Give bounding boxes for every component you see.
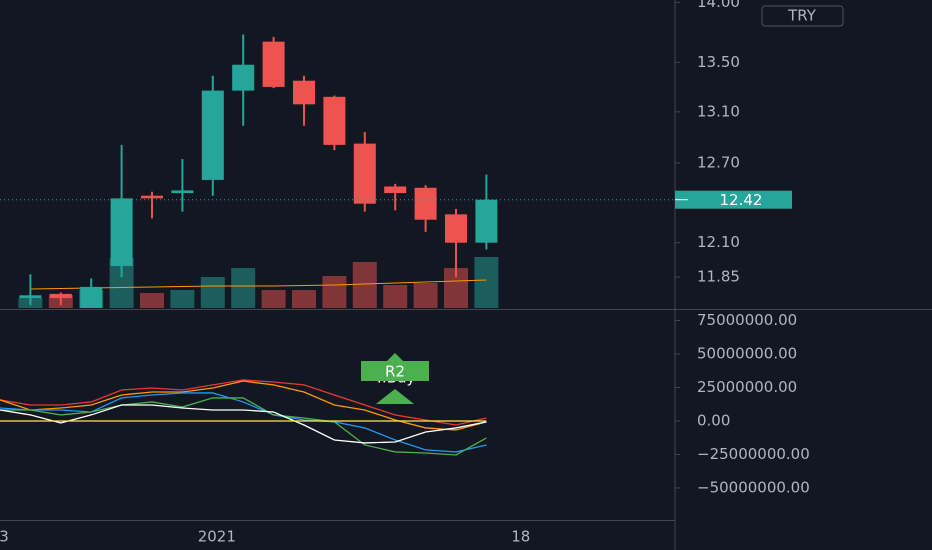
y-tick-label: 12.10 <box>697 233 740 251</box>
candle-body <box>353 143 376 204</box>
volume-bar <box>352 262 377 308</box>
indicator-line <box>0 379 487 426</box>
y-tick-label: −50000000.00 <box>697 478 810 496</box>
candle-body <box>414 187 437 220</box>
current-price-tag <box>675 190 792 209</box>
volume-bar <box>322 276 347 308</box>
candle-body <box>232 64 255 91</box>
currency-box[interactable] <box>761 5 844 27</box>
y-tick-label: 75000000.00 <box>697 311 797 329</box>
indicator-line <box>0 397 487 456</box>
volume-bar <box>413 283 438 308</box>
candle-body <box>475 199 498 243</box>
candle-body <box>19 295 42 299</box>
candle-body <box>293 80 315 105</box>
currency-label[interactable]: TRY <box>787 7 817 25</box>
volume-bar <box>261 290 286 308</box>
volume-ma-line <box>30 279 487 290</box>
candle-body <box>262 41 285 87</box>
candle-body <box>384 186 407 194</box>
volume-bar <box>474 257 499 308</box>
current-price-label: 12.42 <box>720 191 763 209</box>
candle-body <box>80 286 103 308</box>
candle-body <box>141 195 163 199</box>
indicator-pane: T.BuyR2 <box>0 353 487 456</box>
x-tick-label: 18 <box>511 528 530 546</box>
volume-bar <box>383 285 408 308</box>
signal-arrow <box>376 389 414 404</box>
volume-bar <box>292 290 316 308</box>
y-tick-label: 0.00 <box>697 411 730 429</box>
candle-body <box>110 198 133 267</box>
indicator-line <box>0 380 487 431</box>
indicator-line <box>0 404 487 444</box>
signal-label-box <box>361 353 429 381</box>
y-tick-label: 14.00 <box>697 0 740 11</box>
signal-label: R2 <box>385 363 405 381</box>
candle-body <box>445 214 467 243</box>
volume-bar <box>200 277 225 308</box>
volume-bar <box>140 293 164 308</box>
x-tick-label: 2021 <box>198 528 236 546</box>
y-tick-label: 13.50 <box>697 53 740 71</box>
y-tick-label: 11.85 <box>697 268 740 286</box>
y-tick-label: −25000000.00 <box>697 445 810 463</box>
candle-body <box>171 190 194 194</box>
indicator-line <box>0 392 487 453</box>
y-tick-label: 13.10 <box>697 102 740 120</box>
x-tick-label: 3 <box>0 528 9 546</box>
volume-bar <box>231 268 256 308</box>
candle-body <box>49 293 72 299</box>
volume-bar <box>170 290 195 308</box>
y-tick-label: 50000000.00 <box>697 344 797 362</box>
candle-body <box>201 90 224 180</box>
price-pane <box>0 34 675 308</box>
y-tick-label: 25000000.00 <box>697 378 797 396</box>
y-tick-label: 12.70 <box>697 153 740 171</box>
candle-body <box>323 96 346 145</box>
